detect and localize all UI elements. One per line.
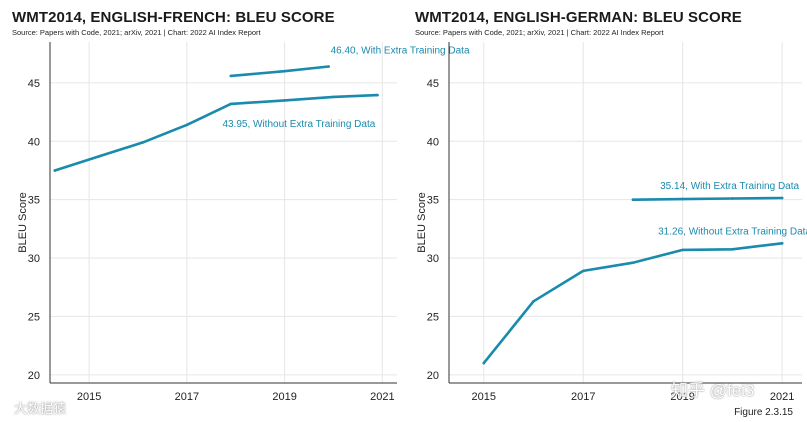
x-tick-label: 2015 <box>77 391 101 403</box>
y-tick-label: 40 <box>28 136 40 148</box>
data-point <box>327 65 330 68</box>
y-tick-label: 20 <box>427 370 439 382</box>
data-point <box>681 248 684 252</box>
y-axis-title: BLEU Score <box>17 192 29 253</box>
x-tick-label: 2015 <box>472 391 496 403</box>
data-point <box>376 93 379 97</box>
series-line <box>631 196 784 201</box>
chart-title: WMT2014, ENGLISH-FRENCH: BLEU SCORE <box>12 9 335 26</box>
chart-panel-english-french: WMT2014, ENGLISH-FRENCH: BLEU SCORE Sour… <box>0 0 470 422</box>
data-point <box>631 198 635 201</box>
data-point <box>780 242 784 245</box>
y-tick-label: 30 <box>28 253 40 265</box>
data-point <box>332 95 335 99</box>
series-line <box>53 93 379 172</box>
y-tick-label: 45 <box>28 78 40 90</box>
data-point <box>532 299 535 303</box>
y-tick-label: 35 <box>427 195 439 207</box>
x-tick-label: 2017 <box>571 391 595 403</box>
data-point <box>141 141 145 144</box>
data-point <box>229 74 233 78</box>
chart-title: WMT2014, ENGLISH-GERMAN: BLEU SCORE <box>415 9 742 26</box>
y-tick-label: 40 <box>427 136 439 148</box>
chart-panel-english-german: WMT2014, ENGLISH-GERMAN: BLEU SCORE Sour… <box>403 0 807 422</box>
data-point <box>283 99 286 102</box>
data-point <box>482 361 486 365</box>
y-tick-label: 25 <box>28 311 40 323</box>
chart-source: Source: Papers with Code, 2021; arXiv, 2… <box>415 28 664 37</box>
series-data-label: 46.40, With Extra Training Data <box>331 46 470 57</box>
figure-label: Figure 2.3.15 <box>734 407 793 418</box>
x-tick-label: 2017 <box>175 391 199 403</box>
data-point <box>53 169 57 172</box>
data-point <box>681 197 684 201</box>
y-tick-label: 20 <box>28 370 40 382</box>
series-line <box>482 242 784 365</box>
series-data-label: 31.26, Without Extra Training Data <box>658 226 807 237</box>
series-line <box>229 65 330 78</box>
y-tick-label: 25 <box>427 311 439 323</box>
line-chart-english-german: 20 25 30 35 40 45 2015 2017 2019 2021 BLEU Score 31… <box>416 42 807 403</box>
data-point <box>780 196 784 200</box>
data-point <box>185 123 189 127</box>
x-tick-label: 2019 <box>272 391 296 403</box>
watermark-text: 大数据猿 <box>14 401 67 416</box>
line-chart-english-french: 20 25 30 35 40 45 2015 2017 2019 2021 BLEU Score 43… <box>17 42 470 403</box>
x-tick-label: 2021 <box>370 391 394 403</box>
y-tick-label: 30 <box>427 253 439 265</box>
data-point <box>631 261 635 265</box>
data-point <box>97 155 101 158</box>
series-data-label: 35.14, With Extra Training Data <box>660 181 799 192</box>
data-point <box>731 197 734 200</box>
series-data-label: 43.95, Without Extra Training Data <box>222 119 375 130</box>
data-point <box>229 102 233 106</box>
watermark-text: 知乎 @fei3 <box>671 381 755 400</box>
y-tick-label: 45 <box>427 78 439 90</box>
chart-source: Source: Papers with Code, 2021; arXiv, 2… <box>12 28 261 37</box>
y-tick-label: 35 <box>28 195 40 207</box>
y-axis-title: BLEU Score <box>416 192 428 253</box>
data-point <box>731 247 734 251</box>
data-point <box>283 69 286 73</box>
x-tick-label: 2019 <box>670 391 694 403</box>
data-point <box>581 269 585 273</box>
x-tick-label: 2021 <box>770 391 794 403</box>
